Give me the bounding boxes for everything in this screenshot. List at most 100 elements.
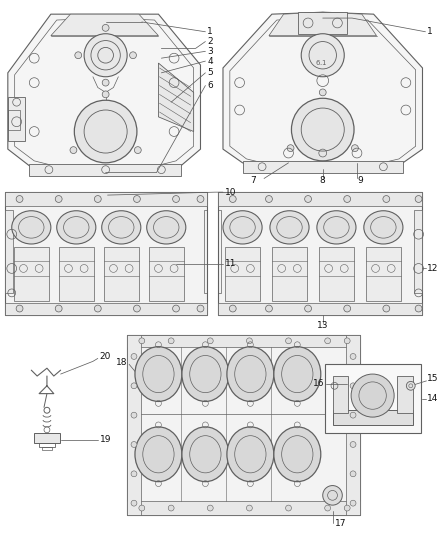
Ellipse shape xyxy=(12,211,51,244)
Circle shape xyxy=(197,305,204,312)
Bar xyxy=(218,303,423,316)
Circle shape xyxy=(130,52,136,59)
Circle shape xyxy=(134,147,141,154)
Bar xyxy=(298,12,347,34)
Circle shape xyxy=(131,353,137,359)
Bar xyxy=(34,433,60,442)
Circle shape xyxy=(131,500,137,506)
Bar xyxy=(8,98,25,141)
Circle shape xyxy=(94,305,101,312)
Circle shape xyxy=(291,98,354,161)
Bar xyxy=(39,442,55,447)
Circle shape xyxy=(287,145,294,151)
Circle shape xyxy=(134,305,140,312)
Ellipse shape xyxy=(227,346,274,401)
Bar xyxy=(127,501,360,515)
Circle shape xyxy=(351,374,394,417)
Ellipse shape xyxy=(135,427,182,482)
Text: 15: 15 xyxy=(427,375,438,383)
Circle shape xyxy=(325,505,331,511)
Circle shape xyxy=(265,196,272,203)
Circle shape xyxy=(134,196,140,203)
Text: $\it{6.1}$: $\it{6.1}$ xyxy=(315,58,327,67)
Circle shape xyxy=(344,505,350,511)
Circle shape xyxy=(70,147,77,154)
Circle shape xyxy=(230,196,236,203)
Bar xyxy=(5,192,207,206)
Polygon shape xyxy=(269,12,377,36)
Circle shape xyxy=(406,382,415,390)
Circle shape xyxy=(173,305,180,312)
Circle shape xyxy=(319,89,326,96)
Bar xyxy=(127,335,360,515)
Circle shape xyxy=(131,441,137,447)
Circle shape xyxy=(230,305,236,312)
Circle shape xyxy=(325,338,331,344)
Circle shape xyxy=(102,25,109,31)
Circle shape xyxy=(197,196,204,203)
Bar xyxy=(5,192,207,316)
Text: 5: 5 xyxy=(207,68,213,77)
Bar xyxy=(397,376,413,413)
Bar xyxy=(218,210,221,293)
Circle shape xyxy=(207,338,213,344)
Circle shape xyxy=(207,505,213,511)
Circle shape xyxy=(286,338,291,344)
Circle shape xyxy=(265,305,272,312)
Bar xyxy=(148,247,184,301)
Bar xyxy=(346,335,360,515)
Circle shape xyxy=(131,383,137,389)
Circle shape xyxy=(102,91,109,98)
Text: 16: 16 xyxy=(313,379,325,389)
Text: 7: 7 xyxy=(251,176,256,185)
Circle shape xyxy=(286,505,291,511)
Circle shape xyxy=(16,305,23,312)
Ellipse shape xyxy=(57,211,96,244)
Ellipse shape xyxy=(364,211,403,244)
Bar xyxy=(14,247,49,301)
Bar xyxy=(5,303,207,316)
Circle shape xyxy=(168,338,174,344)
Bar xyxy=(127,335,141,515)
Text: 1: 1 xyxy=(207,27,213,36)
Circle shape xyxy=(350,383,356,389)
Circle shape xyxy=(383,196,390,203)
Ellipse shape xyxy=(223,211,262,244)
Circle shape xyxy=(350,353,356,359)
Text: 3: 3 xyxy=(207,47,213,56)
Circle shape xyxy=(415,305,422,312)
Circle shape xyxy=(305,196,311,203)
Ellipse shape xyxy=(182,427,229,482)
Bar xyxy=(319,247,354,301)
Text: 8: 8 xyxy=(320,176,325,185)
Circle shape xyxy=(352,145,358,151)
Bar xyxy=(272,247,307,301)
Bar xyxy=(8,110,20,130)
Bar xyxy=(42,447,52,450)
Bar xyxy=(332,410,413,425)
Circle shape xyxy=(74,100,137,163)
Text: 12: 12 xyxy=(427,264,438,273)
Ellipse shape xyxy=(274,427,321,482)
Circle shape xyxy=(305,305,311,312)
Circle shape xyxy=(131,471,137,477)
Ellipse shape xyxy=(270,211,309,244)
Circle shape xyxy=(247,338,252,344)
Ellipse shape xyxy=(102,211,141,244)
Bar xyxy=(366,247,401,301)
Circle shape xyxy=(94,196,101,203)
Text: 2: 2 xyxy=(207,37,213,46)
Circle shape xyxy=(55,196,62,203)
Circle shape xyxy=(383,305,390,312)
Bar xyxy=(332,376,348,413)
Circle shape xyxy=(131,412,137,418)
Ellipse shape xyxy=(135,346,182,401)
Polygon shape xyxy=(51,14,159,36)
Circle shape xyxy=(173,196,180,203)
Polygon shape xyxy=(159,63,194,132)
Polygon shape xyxy=(8,14,201,173)
Bar xyxy=(29,164,181,175)
Text: 10: 10 xyxy=(225,188,237,197)
Bar xyxy=(225,247,260,301)
Circle shape xyxy=(139,505,145,511)
